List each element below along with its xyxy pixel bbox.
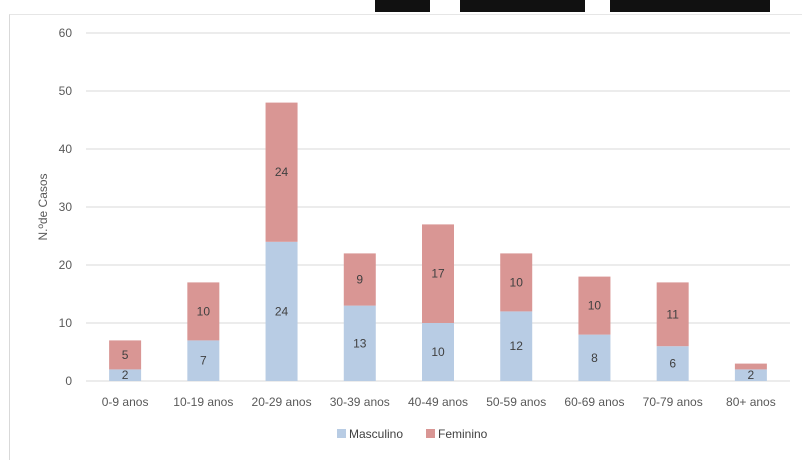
bar-feminino <box>734 363 767 370</box>
legend-label: Feminino <box>438 427 488 441</box>
y-tick-label: 50 <box>59 84 73 98</box>
bar-masculino <box>734 369 767 381</box>
data-label: 2 <box>122 368 129 382</box>
bars <box>109 102 767 381</box>
x-tick-label: 30-39 anos <box>330 395 390 409</box>
bar-masculino <box>656 346 689 381</box>
bar-feminino <box>656 282 689 347</box>
bar-masculino <box>265 241 298 381</box>
legend-swatch <box>426 429 435 438</box>
data-label: 24 <box>275 165 289 179</box>
x-tick-label: 50-59 anos <box>486 395 546 409</box>
data-label: 10 <box>197 304 211 318</box>
y-axis-title: N.ºde Casos <box>36 173 50 240</box>
data-label: 11 <box>666 307 679 321</box>
data-label: 10 <box>510 275 524 289</box>
x-tick-label: 70-79 anos <box>643 395 703 409</box>
cropped-title-fragment <box>375 0 430 12</box>
data-label: 13 <box>353 336 367 350</box>
data-labels: 2 5 7 10 24 24 13 9 10 17 12 10 8 10 6 11 2 <box>122 165 755 382</box>
cropped-title-fragment <box>610 0 770 12</box>
bar-masculino <box>109 369 142 381</box>
y-tick-label: 60 <box>59 26 73 40</box>
bar-masculino <box>187 340 220 381</box>
y-tick-label: 10 <box>59 316 73 330</box>
bar-feminino <box>187 282 220 341</box>
bar-feminino <box>109 340 142 370</box>
chart-panel <box>9 14 802 460</box>
legend: Masculino Feminino <box>337 427 488 441</box>
bar-feminino <box>265 102 298 242</box>
cropped-title-fragment <box>460 0 585 12</box>
x-tick-label: 0-9 anos <box>102 395 149 409</box>
y-tick-label: 40 <box>59 142 73 156</box>
bar-masculino <box>343 305 376 381</box>
data-label: 6 <box>669 357 676 371</box>
bar-feminino <box>578 276 611 335</box>
x-axis-ticks: 0-9 anos 10-19 anos 20-29 anos 30-39 anos 40… <box>102 395 776 409</box>
bar-masculino <box>500 311 533 381</box>
x-tick-label: 80+ anos <box>726 395 776 409</box>
data-label: 2 <box>748 368 755 382</box>
data-label: 12 <box>510 339 524 353</box>
legend-label: Masculino <box>349 427 403 441</box>
y-axis-ticks: 0 10 20 30 40 50 60 <box>59 26 73 388</box>
x-tick-label: 40-49 anos <box>408 395 468 409</box>
y-tick-label: 0 <box>65 374 72 388</box>
bar-feminino <box>343 253 376 306</box>
data-label: 8 <box>591 351 598 365</box>
x-tick-label: 10-19 anos <box>173 395 233 409</box>
legend-swatch <box>337 429 346 438</box>
data-label: 24 <box>275 304 289 318</box>
data-label: 10 <box>588 299 602 313</box>
y-tick-label: 30 <box>59 200 73 214</box>
data-label: 9 <box>356 273 363 287</box>
bar-feminino <box>500 253 533 312</box>
bar-masculino <box>578 334 611 381</box>
x-tick-label: 60-69 anos <box>564 395 624 409</box>
bar-feminino <box>422 224 454 323</box>
data-label: 10 <box>431 345 445 359</box>
data-label: 17 <box>431 267 445 281</box>
x-tick-label: 20-29 anos <box>252 395 312 409</box>
y-tick-label: 20 <box>59 258 73 272</box>
data-label: 7 <box>200 354 207 368</box>
bar-masculino <box>422 323 454 381</box>
data-label: 5 <box>122 348 129 362</box>
